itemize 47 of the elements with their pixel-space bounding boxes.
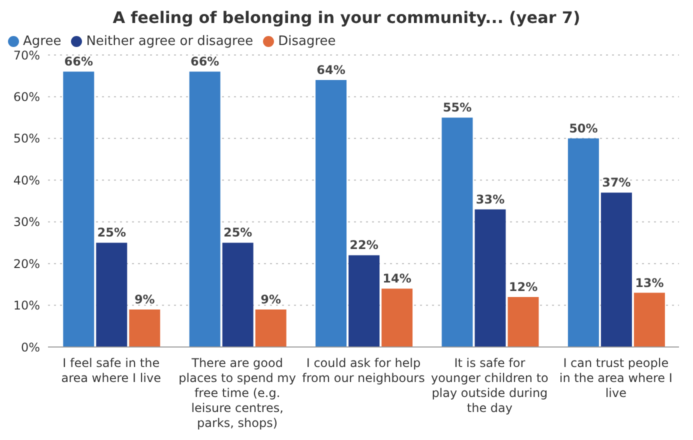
data-label: 9%	[134, 292, 155, 306]
data-label: 13%	[635, 276, 664, 290]
data-label: 64%	[316, 63, 346, 78]
legend-label: Neither agree or disagree	[86, 34, 254, 49]
bar	[634, 292, 665, 347]
data-label: 66%	[64, 54, 94, 69]
data-label: 37%	[602, 176, 631, 190]
y-tick-label: 20%	[13, 256, 40, 271]
data-label: 66%	[190, 54, 220, 69]
bar	[63, 72, 94, 347]
bar	[508, 296, 539, 347]
y-tick-label: 40%	[13, 173, 40, 188]
bar	[442, 118, 473, 347]
data-label: 50%	[569, 121, 598, 136]
x-tick-label: I can trust people in the area where I live	[559, 356, 672, 400]
data-label: 9%	[260, 292, 282, 306]
bar	[222, 242, 254, 347]
x-tick-label: It is safe for younger children to play outside during the day	[430, 356, 548, 415]
legend-label: Disagree	[278, 34, 336, 49]
bar	[189, 72, 220, 347]
bar	[474, 209, 506, 347]
y-tick-label: 30%	[13, 215, 40, 230]
bar	[600, 192, 632, 347]
y-tick-label: 70%	[13, 48, 40, 62]
data-label: 25%	[223, 226, 252, 240]
bar	[255, 309, 286, 347]
x-tick-label: I could ask for help from our neighbours	[302, 356, 425, 385]
bar	[316, 80, 347, 347]
data-label: 25%	[97, 226, 126, 240]
bar	[96, 242, 128, 347]
x-tick-label: There are good places to spend my free time (e.g. leisure centres, parks, shops)	[178, 356, 296, 430]
data-label: 22%	[350, 238, 378, 252]
bar	[348, 255, 380, 347]
bar	[568, 138, 599, 347]
legend-label: Agree	[23, 34, 62, 49]
chart-title: A feeling of belonging in your community... (year 7)	[112, 8, 582, 29]
bar	[129, 309, 160, 347]
bar	[382, 288, 413, 347]
x-tick-label: I feel safe in the area where I live	[61, 356, 161, 385]
y-tick-label: 60%	[13, 90, 40, 104]
y-tick-label: 50%	[13, 132, 40, 146]
data-label: 14%	[382, 272, 412, 286]
data-label: 55%	[442, 100, 472, 115]
y-tick-label: 10%	[13, 298, 40, 313]
data-label: 33%	[476, 192, 505, 206]
y-tick-label: 0%	[20, 340, 40, 354]
data-label: 12%	[508, 280, 538, 294]
